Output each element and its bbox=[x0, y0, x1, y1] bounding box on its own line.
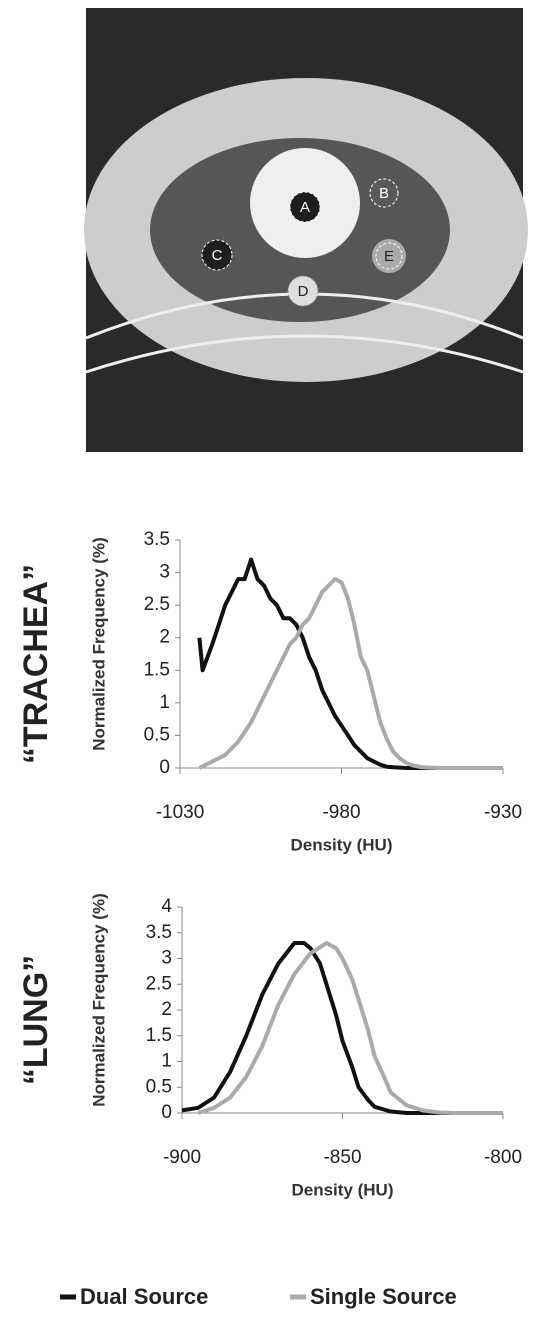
y-tick-label: 2 bbox=[159, 627, 170, 648]
y-axis-title: Normalized Frequency (%) bbox=[89, 893, 108, 1107]
ct-image: A B C D E bbox=[84, 8, 528, 452]
y-tick-label: 2.5 bbox=[144, 594, 170, 615]
y-tick-label: 3 bbox=[159, 562, 170, 583]
y-tick-label: 0 bbox=[159, 757, 170, 778]
roi-label: B bbox=[379, 185, 389, 202]
side-label: “LUNG” bbox=[17, 955, 55, 1085]
x-tick-label: -900 bbox=[163, 1147, 201, 1168]
y-tick-label: 0.5 bbox=[144, 724, 170, 745]
y-tick-label: 2 bbox=[161, 999, 172, 1020]
y-tick-label: 0.5 bbox=[146, 1076, 172, 1097]
roi-label: D bbox=[298, 283, 309, 300]
roi-label: C bbox=[212, 247, 223, 264]
x-axis-title: Density (HU) bbox=[291, 1180, 393, 1199]
line-series bbox=[181, 941, 503, 1115]
y-axis-title: Normalized Frequency (%) bbox=[89, 537, 108, 751]
roi-label: A bbox=[300, 199, 310, 216]
y-tick-label: 1 bbox=[159, 692, 170, 713]
y-tick-label: 1.5 bbox=[146, 1025, 172, 1046]
legend-label: Dual Source bbox=[80, 1284, 208, 1309]
y-tick-label: 3.5 bbox=[146, 922, 172, 943]
y-tick-label: 1 bbox=[161, 1051, 172, 1072]
side-label: “TRACHEA” bbox=[17, 564, 55, 764]
legend-label: Single Source bbox=[310, 1284, 457, 1309]
x-tick-label: -1030 bbox=[156, 802, 205, 823]
legend: Dual Source Single Source bbox=[60, 1284, 457, 1309]
x-tick-label: -930 bbox=[484, 802, 522, 823]
y-tick-label: 3.5 bbox=[144, 529, 170, 550]
x-axis-title: Density (HU) bbox=[290, 835, 392, 854]
line-series bbox=[198, 577, 503, 770]
line-series bbox=[197, 941, 503, 1115]
y-tick-label: 3 bbox=[161, 948, 172, 969]
y-tick-label: 0 bbox=[161, 1102, 172, 1123]
x-tick-label: -800 bbox=[484, 1147, 522, 1168]
y-tick-label: 1.5 bbox=[144, 659, 170, 680]
x-tick-label: -850 bbox=[323, 1147, 361, 1168]
x-tick-label: -980 bbox=[322, 802, 360, 823]
y-tick-label: 2.5 bbox=[146, 973, 172, 994]
y-tick-label: 4 bbox=[161, 896, 172, 917]
line-series bbox=[197, 557, 503, 770]
roi-label: E bbox=[384, 248, 394, 265]
